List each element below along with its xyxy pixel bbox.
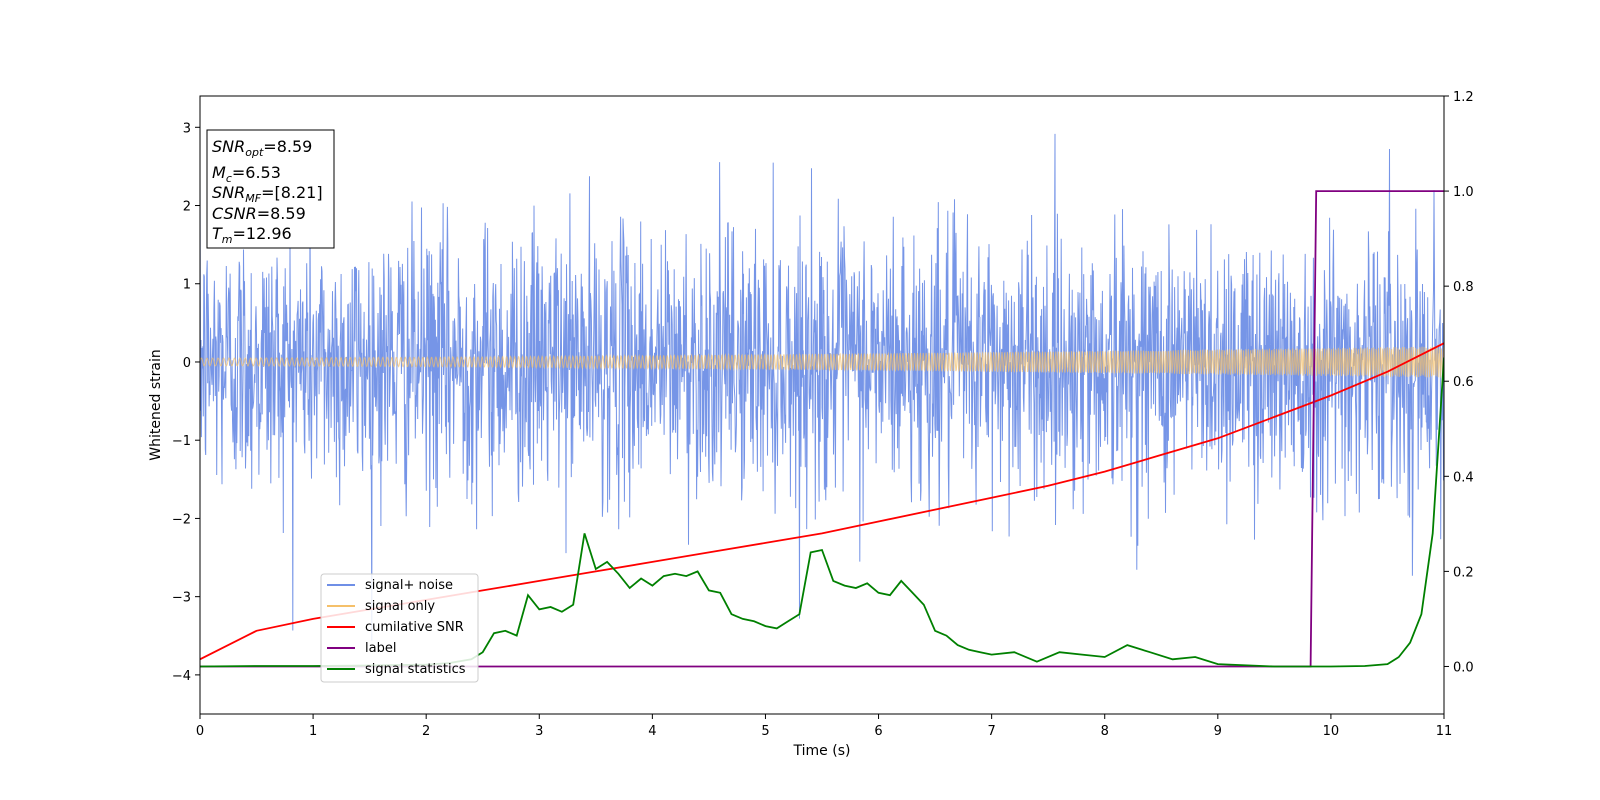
x-tick-label: 5 — [761, 724, 769, 739]
x-axis-label: Time (s) — [793, 743, 851, 759]
x-tick-label: 6 — [874, 724, 882, 739]
legend-label-signal-noise: signal+ noise — [365, 578, 453, 593]
legend-entry-signal-noise: signal+ noise — [327, 578, 453, 593]
y-tick-label: −4 — [172, 669, 191, 684]
x-tick-label: 4 — [648, 724, 656, 739]
legend-entry-signal-statistics: signal statistics — [327, 662, 466, 677]
y2-tick-label: 0.0 — [1453, 660, 1474, 675]
y2-tick-label: 1.0 — [1453, 185, 1474, 200]
x-tick-label: 0 — [196, 724, 204, 739]
y2-tick-label: 0.6 — [1453, 375, 1474, 390]
legend-entry-signal-only: signal only — [327, 599, 435, 614]
y-tick-label: 0 — [183, 356, 191, 371]
x-tick-label: 10 — [1323, 724, 1340, 739]
x-tick-label: 8 — [1101, 724, 1109, 739]
y-tick-label: −2 — [172, 512, 191, 527]
info-box: SNRopt=8.59 Mc=6.53 SNRMF=[8.21] CSNR=8.… — [206, 129, 335, 249]
legend-label-label: label — [365, 641, 396, 656]
x-ticks: 0 1 2 3 4 5 6 7 8 9 10 11 — [196, 714, 1452, 739]
series-signal-noise — [200, 133, 1444, 641]
info-csnr: CSNR=8.59 — [212, 204, 306, 223]
info-tm: Tm=12.96 — [212, 224, 292, 246]
legend-entry-label: label — [327, 641, 396, 656]
legend-entry-cumilative-snr: cumilative SNR — [327, 620, 464, 635]
info-mc: Mc=6.53 — [212, 163, 281, 185]
y-ticks: 3 2 1 0 −1 −2 −3 −4 — [172, 121, 200, 684]
y-tick-label: −3 — [172, 591, 191, 606]
series-signal-statistics — [200, 357, 1444, 668]
y-axis-label: Whitened strain — [148, 349, 164, 460]
legend-label-cumilative-snr: cumilative SNR — [365, 620, 464, 635]
y2-tick-label: 0.2 — [1453, 565, 1474, 580]
legend-label-signal-only: signal only — [365, 599, 435, 614]
x-tick-label: 9 — [1214, 724, 1222, 739]
info-snr-mf: SNRMF=[8.21] — [212, 183, 323, 205]
y-tick-label: −1 — [172, 434, 191, 449]
y2-tick-label: 1.2 — [1453, 90, 1474, 105]
series-signal-only — [200, 346, 1444, 378]
y2-tick-label: 0.4 — [1453, 470, 1474, 485]
series-label — [200, 190, 1444, 668]
x-tick-label: 7 — [987, 724, 995, 739]
info-snr-opt: SNRopt=8.59 — [212, 137, 312, 159]
y-tick-label: 3 — [183, 121, 191, 136]
x-tick-label: 11 — [1436, 724, 1453, 739]
legend: signal+ noise signal only cumilative SNR… — [320, 573, 479, 683]
info-box-frame — [206, 129, 335, 249]
y2-ticks: 1.2 1.0 0.8 0.6 0.4 0.2 0.0 — [1444, 90, 1474, 675]
y-tick-label: 2 — [183, 200, 191, 215]
y2-tick-label: 0.8 — [1453, 280, 1474, 295]
x-tick-label: 3 — [535, 724, 543, 739]
legend-frame — [320, 573, 479, 683]
x-tick-label: 2 — [422, 724, 430, 739]
x-tick-label: 1 — [309, 724, 317, 739]
y-tick-label: 1 — [183, 278, 191, 293]
legend-label-signal-statistics: signal statistics — [365, 662, 466, 677]
axes-frame — [199, 95, 1445, 715]
